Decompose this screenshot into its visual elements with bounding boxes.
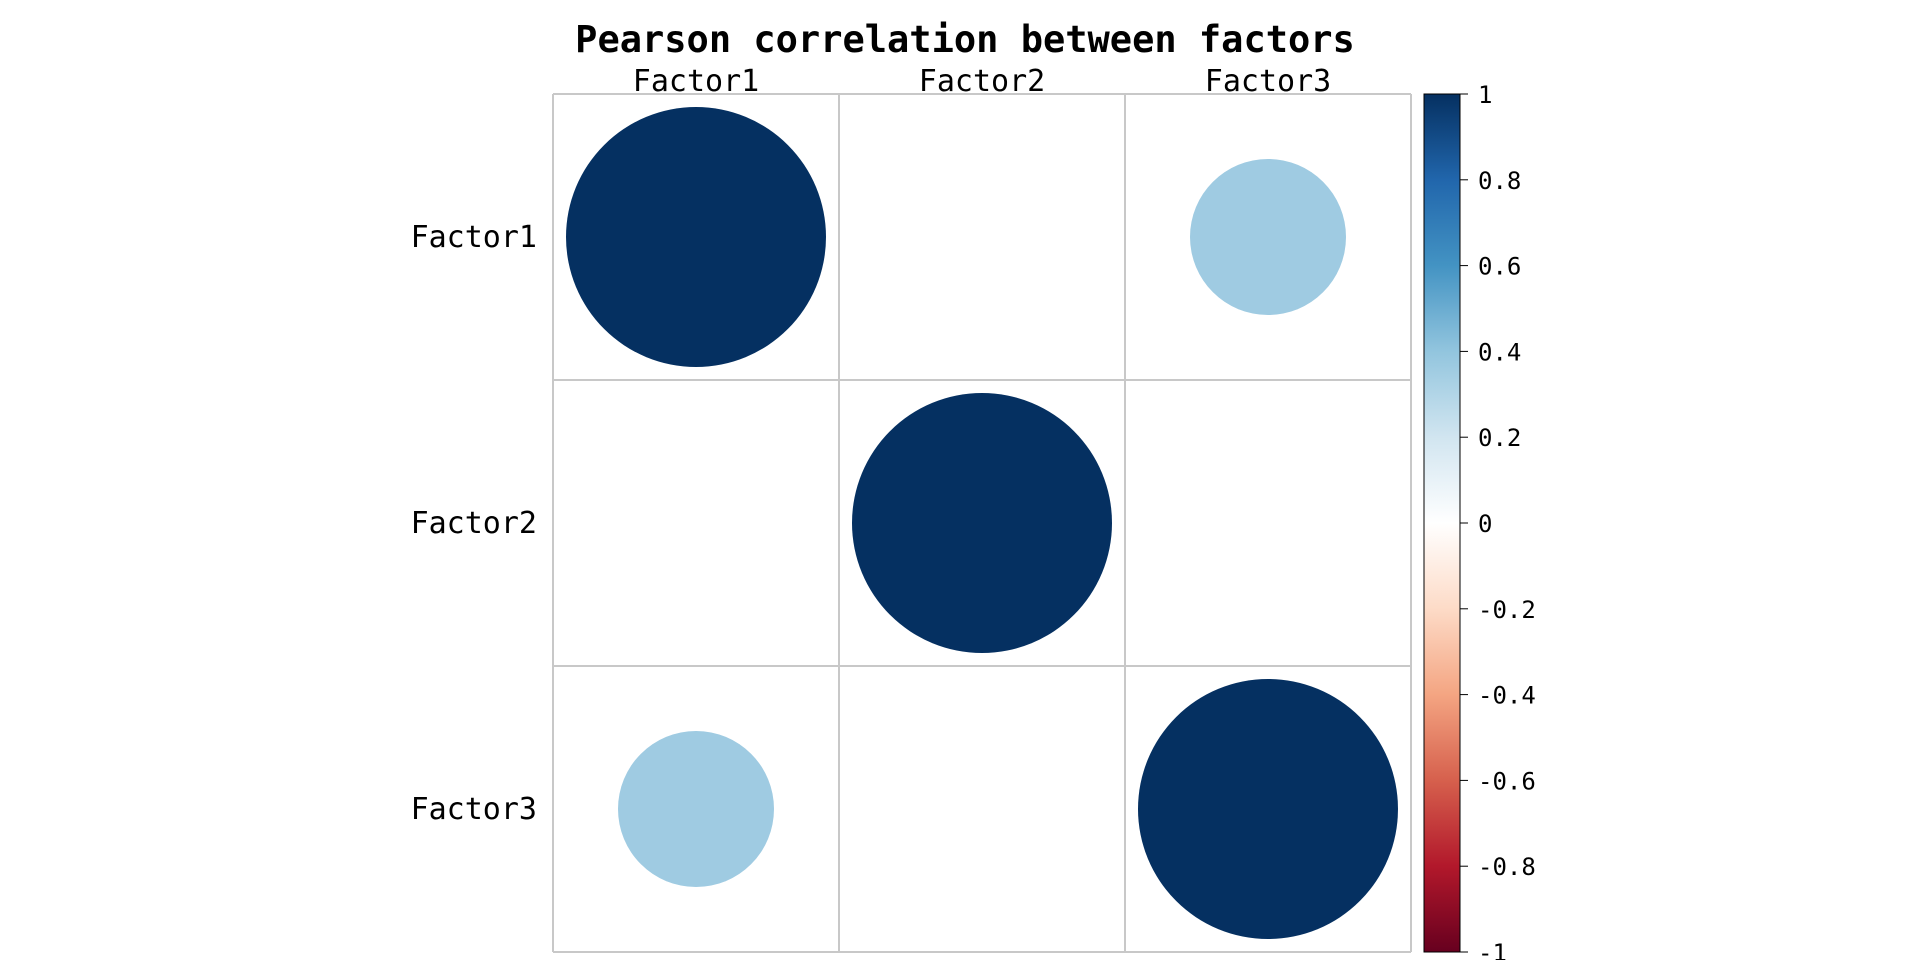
correlation-circle-factor3-factor3 <box>1138 679 1398 939</box>
row-label: Factor1 <box>411 220 537 255</box>
row-label: Factor3 <box>411 792 537 827</box>
colorbar: 1 0.8 0.6 0.4 0.2 0 -0.2 -0.4 -0.6 -0.8 -1 <box>1423 81 1536 960</box>
column-label: Factor2 <box>919 64 1045 99</box>
colorbar-tick-label: 0 <box>1478 510 1492 538</box>
correlation-grid: Factor1 Factor1 Factor2 Factor2 Factor3 Facto… <box>411 64 1412 953</box>
colorbar-tick-label: -0.6 <box>1478 767 1536 795</box>
colorbar-tick-label: 0.4 <box>1478 338 1521 366</box>
correlation-circle-factor1-factor1 <box>566 107 826 367</box>
colorbar-tick-label: -0.2 <box>1478 596 1536 624</box>
colorbar-tick-label: -1 <box>1478 939 1507 960</box>
column-label: Factor1 <box>633 64 759 99</box>
colorbar-gradient <box>1423 93 1461 953</box>
colorbar-tick-label: 1 <box>1478 81 1492 109</box>
correlation-circle-factor1-factor3 <box>1190 159 1346 315</box>
correlation-circle-factor2-factor2 <box>852 393 1112 653</box>
chart-title: Pearson correlation between factors <box>575 18 1355 61</box>
colorbar-tick-label: 0.2 <box>1478 424 1521 452</box>
correlation-circle-factor3-factor1 <box>618 731 774 887</box>
row-label: Factor2 <box>411 506 537 541</box>
colorbar-tick-label: -0.4 <box>1478 682 1536 710</box>
column-label: Factor3 <box>1205 64 1331 99</box>
colorbar-tick-label: 0.8 <box>1478 167 1521 195</box>
colorbar-tick-label: -0.8 <box>1478 853 1536 881</box>
colorbar-tick-label: 0.6 <box>1478 253 1521 281</box>
